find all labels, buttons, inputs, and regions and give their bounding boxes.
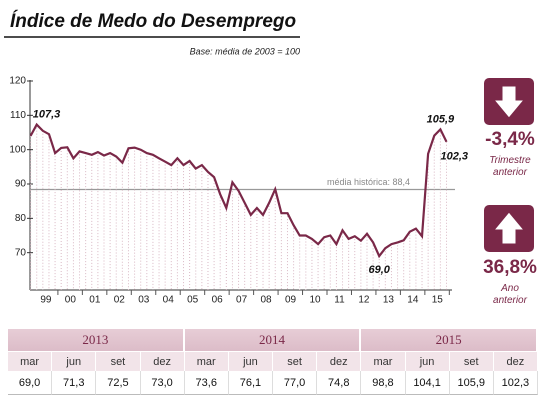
indicator-caption: Ano anterior <box>493 283 528 306</box>
x-tick-label: 10 <box>309 295 321 306</box>
indicator-value: -3,4% <box>485 129 535 150</box>
data-label: 105,9 <box>427 113 455 125</box>
x-tick-label: 06 <box>212 295 224 306</box>
month-header: dez <box>493 351 538 371</box>
x-tick-label: 07 <box>236 295 248 306</box>
x-tick-label: 05 <box>187 295 199 306</box>
month-header: mar <box>8 351 53 371</box>
y-tick-label: 110 <box>10 110 26 121</box>
month-header: set <box>96 351 141 371</box>
month-header: mar <box>184 351 229 371</box>
x-tick-label: 02 <box>114 295 126 306</box>
table-value: 105,9 <box>449 371 494 395</box>
up-arrow <box>492 211 526 245</box>
month-header: set <box>273 351 318 371</box>
x-tick-label: 09 <box>285 295 297 306</box>
data-label: 102,3 <box>440 151 468 163</box>
x-tick-label: 03 <box>138 295 150 306</box>
table-value: 98,8 <box>361 371 406 395</box>
chart-title: Índice de Medo do Desemprego <box>10 10 296 32</box>
table-value: 104,1 <box>405 371 450 395</box>
year-header: 2013 <box>8 329 185 351</box>
data-table: 2013 2014 2015 mar jun set dez mar jun set dez mar j… <box>8 329 538 395</box>
table-value: 102,3 <box>493 371 538 395</box>
table-value: 71,3 <box>52 371 97 395</box>
x-tick-label: 04 <box>163 295 175 306</box>
month-header: jun <box>52 351 97 371</box>
x-tick-label: 11 <box>334 295 345 306</box>
year-header: 2014 <box>184 329 362 351</box>
y-tick-label: 120 <box>9 76 26 87</box>
data-line <box>29 122 448 259</box>
x-tick-label: 13 <box>383 295 395 306</box>
reference-label: média histórica: 88,4 <box>327 177 410 187</box>
y-tick-label: 70 <box>15 247 27 258</box>
x-tick-label: 15 <box>432 295 444 306</box>
y-tick-label: 80 <box>15 213 27 224</box>
x-tick-label: 14 <box>407 295 419 306</box>
x-tick-label: 01 <box>89 295 101 306</box>
table-value: 77,0 <box>273 371 318 395</box>
x-tick-label: 12 <box>358 295 370 306</box>
data-label: 107,3 <box>33 109 61 121</box>
month-header: set <box>449 351 494 371</box>
x-tick-label: 99 <box>40 295 52 306</box>
indicator-value: 36,8% <box>483 257 537 278</box>
month-header: jun <box>228 351 273 371</box>
table-value: 72,5 <box>96 371 141 395</box>
year-header: 2015 <box>361 329 538 351</box>
y-tick-label: 100 <box>9 144 26 155</box>
month-header: dez <box>140 351 185 371</box>
table-value: 74,8 <box>317 371 362 395</box>
month-header: dez <box>317 351 362 371</box>
table-value: 73,6 <box>184 371 229 395</box>
x-tick-label: 08 <box>261 295 273 306</box>
month-header: mar <box>361 351 406 371</box>
chart: Índice de Medo do Desemprego Base: média… <box>4 10 537 306</box>
table-value: 76,1 <box>228 371 273 395</box>
chart-subtitle: Base: média de 2003 = 100 <box>190 46 300 56</box>
x-tick-label: 00 <box>65 295 77 306</box>
data-label: 69,0 <box>369 264 391 276</box>
table-value: 69,0 <box>8 371 53 395</box>
indicator-caption: Trimestre anterior <box>489 155 531 178</box>
table-value: 73,0 <box>140 371 185 395</box>
y-tick-label: 90 <box>15 179 27 190</box>
down-arrow <box>492 85 526 119</box>
month-header: jun <box>405 351 450 371</box>
